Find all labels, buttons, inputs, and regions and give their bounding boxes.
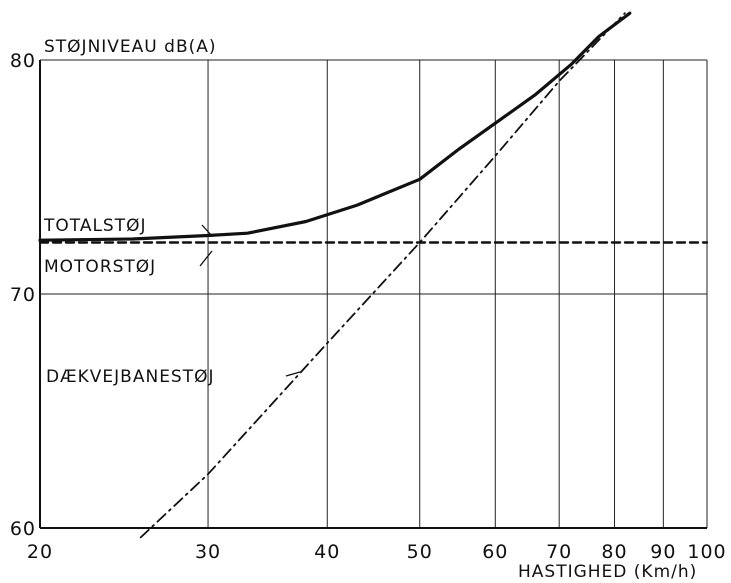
x-tick-label: 100 — [687, 541, 726, 563]
tick-labels: 20 30 40 50 60 70 80 90 100 60 70 80 — [10, 50, 727, 563]
x-tick-label: 20 — [27, 541, 53, 563]
series-label: DÆKVEJBANESTØJ — [46, 367, 215, 387]
x-tick-label: 70 — [546, 541, 572, 563]
series-label: MOTORSTØJ — [44, 257, 156, 277]
label-leader — [200, 251, 212, 266]
x-tick-label: 80 — [601, 541, 627, 563]
series-line-dækvejbanestøj — [141, 13, 625, 537]
y-tick-label: 60 — [10, 518, 36, 540]
grid — [40, 60, 707, 528]
y-tick-label: 70 — [10, 284, 36, 306]
label-leader — [286, 372, 300, 376]
y-axis-label: STØJNIVEAU dB(A) — [44, 37, 217, 57]
x-tick-label: 90 — [650, 541, 676, 563]
y-tick-label: 80 — [10, 50, 36, 72]
x-tick-label: 40 — [314, 541, 340, 563]
x-axis-label: HASTIGHED (Km/h) — [518, 562, 697, 582]
series-label: TOTALSTØJ — [43, 216, 147, 236]
x-tick-label: 30 — [195, 541, 221, 563]
x-tick-label: 50 — [407, 541, 433, 563]
x-tick-label: 60 — [482, 541, 508, 563]
